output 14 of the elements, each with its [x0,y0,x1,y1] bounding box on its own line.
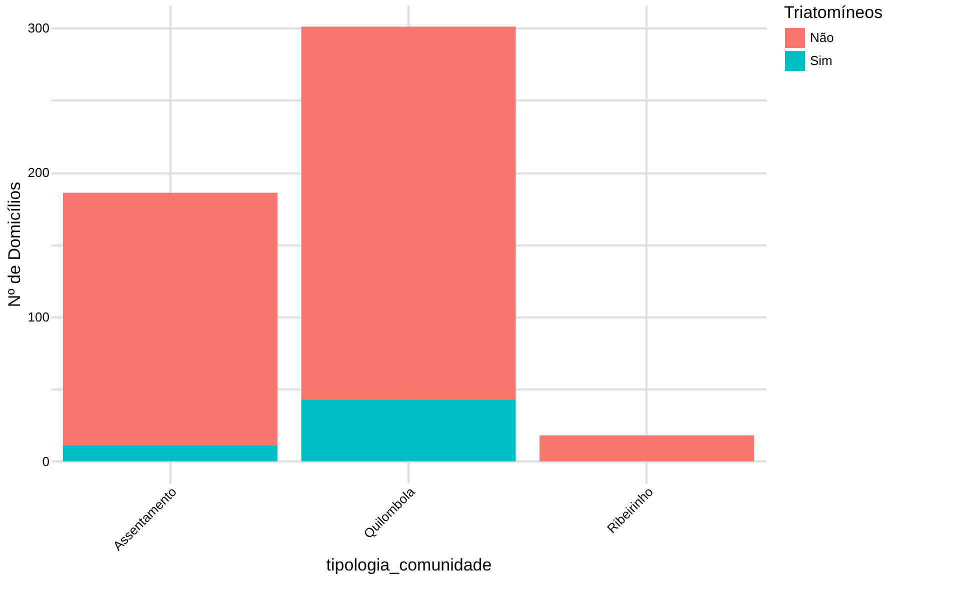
y-tick-label: 0 [42,454,50,469]
bar [301,26,516,400]
bar [540,435,754,462]
legend-label: Não [810,30,834,45]
y-tick-label: 300 [28,20,50,36]
legend-title: Triatomíneos [784,3,883,22]
y-tick-label: 200 [28,165,50,180]
legend-label: Sim [810,53,832,68]
bar [62,445,278,462]
bar [62,192,278,446]
x-axis-title: tipologia_comunidade [326,555,492,574]
y-axis-title: Nº de Domicílios [4,182,24,308]
y-tick-label: 100 [28,309,50,324]
bar [301,399,516,462]
